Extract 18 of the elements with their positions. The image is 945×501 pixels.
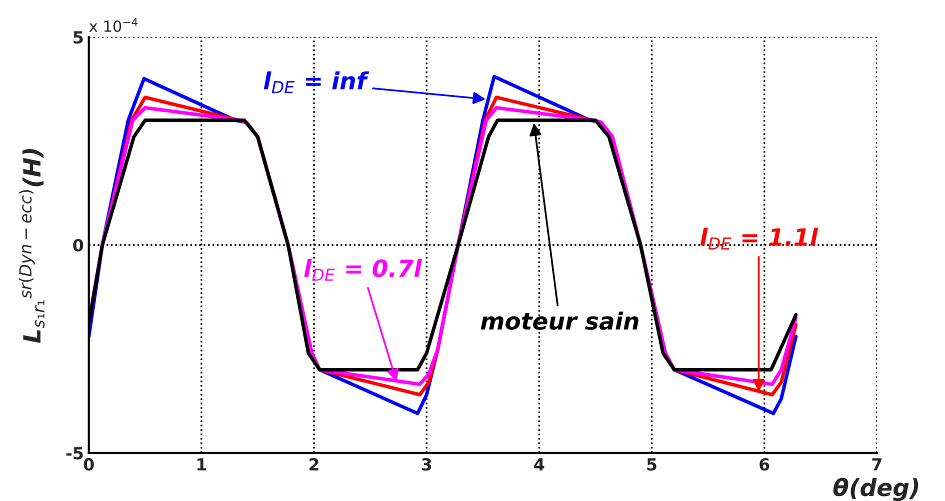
y-tick-label: 5 [74,31,83,44]
x-axis-title: θ(deg) [833,478,918,501]
x-tick-label: 3 [422,458,432,471]
y-tick-label: -5 [66,447,83,460]
x-tick-label: 5 [647,458,656,471]
y-tick-label: 0 [73,238,84,252]
x-tick-label: 1 [198,458,206,470]
x-tick-label: 0 [84,458,94,471]
text: x 10$^{−4}$ [89,18,138,32]
annotation: l$_{DE}$ = inf [264,71,370,94]
annotation: l$_{DE}$ = 1.1l [700,228,818,250]
annotation: l$_{DE}$ = 0.7l [304,258,422,281]
x-tick-label: 6 [760,458,770,471]
x-tick-label: 7 [872,458,882,470]
annotation: moteur sain [480,312,638,330]
x-tick-label: 2 [310,458,318,470]
x-tick-label: 4 [534,458,544,470]
y-axis-title: L$_{s₁r₁}$$^{sr(Dyn−ecc)}$(H) [18,148,45,343]
